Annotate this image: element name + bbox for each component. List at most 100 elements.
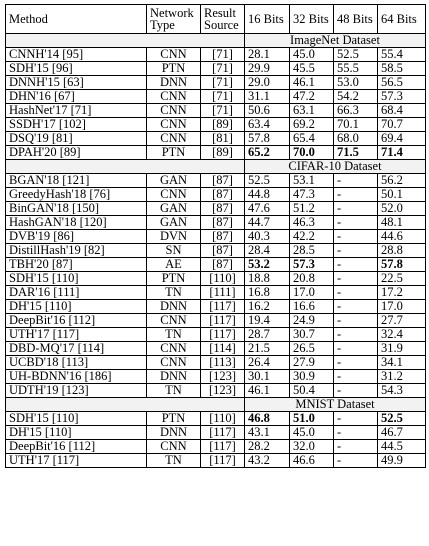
results-table: Method Network Type Result Source 16 Bit…	[5, 4, 426, 468]
result-source-cell: [110]	[200, 411, 245, 426]
bits-64-cell: 50.1	[377, 187, 426, 202]
section-spacer	[5, 397, 245, 412]
network-type-cell: DNN	[146, 425, 201, 440]
table-row: DH'15 [110] DNN [117] 43.1 45.0-46.7	[5, 425, 426, 440]
result-source-cell: [111]	[200, 285, 245, 300]
result-source-cell: [117]	[200, 299, 245, 314]
table-row: DAR'16 [111] TN [111] 16.8 17.0-17.2	[5, 285, 426, 300]
network-type-cell: CNN	[146, 313, 201, 328]
method-cell: BinGAN'18 [150]	[5, 201, 147, 216]
bits-32-cell: 65.4	[289, 131, 334, 146]
bits-48-cell: 55.5	[333, 61, 378, 76]
bits-16-cell: 28.1	[244, 47, 290, 62]
bits-64-cell: 52.0	[377, 201, 426, 216]
bits-16-cell: 53.2	[244, 257, 290, 272]
bits-48-header: 48 Bits	[333, 4, 378, 34]
bits-64-cell: 71.4	[377, 145, 426, 160]
bits-64-cell: 57.8	[377, 257, 426, 272]
bits-48-cell: -	[333, 243, 378, 258]
bits-32-header: 32 Bits	[289, 4, 334, 34]
section-header-row: CIFAR-10 Dataset	[5, 159, 426, 174]
bits-32-cell: 45.0	[289, 425, 334, 440]
network-type-cell: DVN	[146, 229, 201, 244]
bits-64-cell: 44.6	[377, 229, 426, 244]
table-row: UH-BDNN'16 [186] DNN [123] 30.1 30.9-31.2	[5, 369, 426, 384]
bits-48-cell: -	[333, 341, 378, 356]
bits-64-cell: 31.2	[377, 369, 426, 384]
network-type-cell: CNN	[146, 47, 201, 62]
bits-32-cell: 45.0	[289, 47, 334, 62]
result-source-cell: [87]	[200, 257, 245, 272]
result-source-cell: [87]	[200, 201, 245, 216]
bits-64-cell: 55.4	[377, 47, 426, 62]
network-type-cell: TN	[146, 327, 201, 342]
bits-32-cell: 28.5	[289, 243, 334, 258]
bits-48-cell: -	[333, 313, 378, 328]
method-cell: DAR'16 [111]	[5, 285, 147, 300]
result-source-cell: [71]	[200, 103, 245, 118]
network-type-cell: DNN	[146, 369, 201, 384]
bits-64-cell: 57.3	[377, 89, 426, 104]
bits-16-cell: 43.2	[244, 453, 290, 468]
bits-48-cell: -	[333, 187, 378, 202]
bits-32-cell: 24.9	[289, 313, 334, 328]
bits-16-cell: 46.8	[244, 411, 290, 426]
bits-48-cell: -	[333, 173, 378, 188]
method-cell: DHN'16 [67]	[5, 89, 147, 104]
section-header-row: ImageNet Dataset	[5, 33, 426, 48]
bits-48-cell: -	[333, 271, 378, 286]
bits-32-cell: 46.6	[289, 453, 334, 468]
bits-64-cell: 27.7	[377, 313, 426, 328]
network-type-cell: CNN	[146, 439, 201, 454]
method-cell: DNNH'15 [63]	[5, 75, 147, 90]
bits-16-cell: 50.6	[244, 103, 290, 118]
bits-64-cell: 56.2	[377, 173, 426, 188]
method-cell: DSQ'19 [81]	[5, 131, 147, 146]
bits-48-cell: 53.0	[333, 75, 378, 90]
method-cell: DeepBit'16 [112]	[5, 313, 147, 328]
result-source-cell: [81]	[200, 131, 245, 146]
method-cell: BGAN'18 [121]	[5, 173, 147, 188]
table-row: TBH'20 [87] AE [87] 53.2 57.3-57.8	[5, 257, 426, 272]
bits-32-cell: 32.0	[289, 439, 334, 454]
bits-64-cell: 32.4	[377, 327, 426, 342]
result-source-cell: [87]	[200, 215, 245, 230]
bits-32-cell: 47.3	[289, 187, 334, 202]
method-cell: TBH'20 [87]	[5, 257, 147, 272]
table-row: SDH'15 [96] PTN [71] 29.9 45.5 55.5 58.5	[5, 61, 426, 76]
network-type-cell: TN	[146, 453, 201, 468]
result-source-cell: [114]	[200, 341, 245, 356]
bits-32-cell: 30.7	[289, 327, 334, 342]
network-type-cell: TN	[146, 383, 201, 398]
method-cell: UH-BDNN'16 [186]	[5, 369, 147, 384]
bits-32-cell: 50.4	[289, 383, 334, 398]
bits-16-cell: 16.8	[244, 285, 290, 300]
bits-16-cell: 19.4	[244, 313, 290, 328]
table-row: DeepBit'16 [112] CNN [117] 19.4 24.9-27.7	[5, 313, 426, 328]
network-type-cell: CNN	[146, 187, 201, 202]
result-source-cell: [87]	[200, 229, 245, 244]
bits-16-cell: 43.1	[244, 425, 290, 440]
bits-16-cell: 16.2	[244, 299, 290, 314]
section-title: CIFAR-10 Dataset	[244, 159, 426, 174]
bits-32-cell: 51.2	[289, 201, 334, 216]
method-cell: CNNH'14 [95]	[5, 47, 147, 62]
bits-64-cell: 54.3	[377, 383, 426, 398]
result-source-cell: [110]	[200, 271, 245, 286]
bits-48-cell: -	[333, 215, 378, 230]
bits-16-cell: 65.2	[244, 145, 290, 160]
network-type-cell: PTN	[146, 271, 201, 286]
bits-32-cell: 30.9	[289, 369, 334, 384]
network-type-header: Network Type	[146, 4, 201, 34]
table-row: DeepBit'16 [112] CNN [117] 28.2 32.0-44.5	[5, 439, 426, 454]
network-type-cell: GAN	[146, 173, 201, 188]
table-row: SDH'15 [110] PTN [110] 18.8 20.8-22.5	[5, 271, 426, 286]
network-type-cell: CNN	[146, 131, 201, 146]
bits-32-cell: 57.3	[289, 257, 334, 272]
network-type-cell: CNN	[146, 103, 201, 118]
bits-32-cell: 16.6	[289, 299, 334, 314]
method-cell: GreedyHash'18 [76]	[5, 187, 147, 202]
table-row: DPAH'20 [89] PTN [89] 65.2 70.0 71.5 71.4	[5, 145, 426, 160]
network-type-cell: GAN	[146, 201, 201, 216]
bits-16-cell: 30.1	[244, 369, 290, 384]
